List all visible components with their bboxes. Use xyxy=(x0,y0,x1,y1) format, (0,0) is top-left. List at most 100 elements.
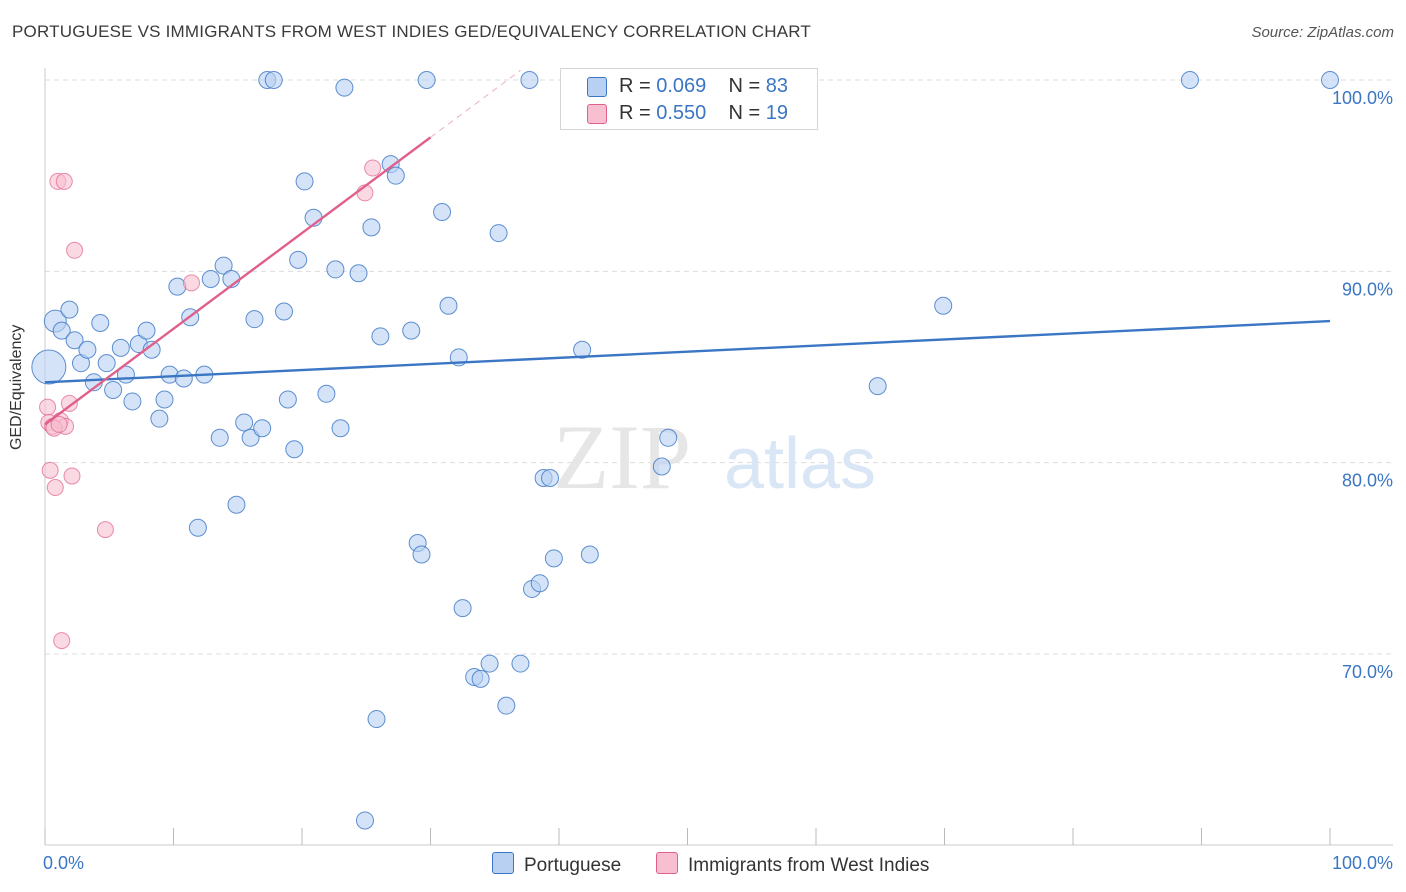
portuguese-trend-line xyxy=(44,319,1331,384)
west-indies-point xyxy=(182,274,200,292)
portuguese-point xyxy=(934,296,953,315)
chart-title: PORTUGUESE VS IMMIGRANTS FROM WEST INDIE… xyxy=(12,22,812,41)
legend: R = 0.069 N = 83 R = 0.550 N = 19 xyxy=(560,68,818,130)
portuguese-point xyxy=(541,468,560,487)
portuguese-point xyxy=(150,409,169,428)
west-indies-trend-extension xyxy=(430,70,521,138)
portuguese-point xyxy=(241,428,260,447)
portuguese-point xyxy=(652,457,671,476)
portuguese-point xyxy=(335,78,354,97)
portuguese-point xyxy=(1180,71,1199,89)
y-tick-label: 80.0% xyxy=(1342,471,1393,491)
portuguese-point xyxy=(142,340,161,359)
y-tick-label: 90.0% xyxy=(1342,279,1393,299)
west-indies-point xyxy=(41,461,59,479)
bottom-legend-swatch-blue xyxy=(492,852,514,874)
west-indies-point xyxy=(60,394,78,412)
portuguese-point xyxy=(497,696,516,715)
west-indies-point xyxy=(66,241,84,259)
portuguese-point xyxy=(137,321,156,340)
portuguese-point xyxy=(511,654,530,673)
portuguese-point xyxy=(355,811,374,830)
west-indies-point xyxy=(364,159,382,177)
bottom-legend-west-indies: Immigrants from West Indies xyxy=(656,852,929,877)
legend-n-label: N = xyxy=(728,102,766,124)
portuguese-point xyxy=(210,428,229,447)
portuguese-point xyxy=(214,256,233,275)
legend-r-value: 0.069 xyxy=(656,75,707,97)
portuguese-point xyxy=(489,224,508,243)
legend-text-portuguese: R = 0.069 N = 83 xyxy=(619,75,788,98)
portuguese-point xyxy=(91,313,110,332)
watermark-atlas: atlas xyxy=(724,424,876,504)
bottom-legend-label: Immigrants from West Indies xyxy=(688,855,930,876)
west-indies-point xyxy=(50,415,68,433)
source-label: Source: ZipAtlas.com xyxy=(1251,24,1394,41)
portuguese-point xyxy=(31,349,67,385)
portuguese-point xyxy=(480,654,499,673)
portuguese-point xyxy=(65,331,84,350)
y-tick-label: 100.0% xyxy=(1332,88,1393,108)
portuguese-point xyxy=(295,172,314,191)
west-indies-point xyxy=(63,467,81,485)
portuguese-point xyxy=(104,380,123,399)
portuguese-point xyxy=(371,327,390,346)
legend-r-value: 0.550 xyxy=(656,102,707,124)
portuguese-point xyxy=(317,384,336,403)
portuguese-point xyxy=(362,218,381,237)
portuguese-point xyxy=(278,390,297,409)
tick-labels: 70.0% 80.0% 90.0% 100.0% 0.0% 100.0% xyxy=(43,88,1393,873)
portuguese-point xyxy=(417,71,436,89)
portuguese-point xyxy=(573,340,592,359)
portuguese-point xyxy=(659,428,678,447)
legend-swatch-blue xyxy=(587,77,607,97)
portuguese-point xyxy=(1321,71,1339,89)
portuguese-point xyxy=(433,203,452,222)
grid-lines xyxy=(45,79,1393,655)
portuguese-point xyxy=(275,302,294,321)
portuguese-point xyxy=(580,545,599,564)
portuguese-point xyxy=(471,669,490,688)
portuguese-point xyxy=(868,377,887,396)
portuguese-point xyxy=(111,338,130,357)
trend-lines xyxy=(44,70,1331,426)
west-indies-points xyxy=(39,159,382,650)
portuguese-point xyxy=(331,419,350,438)
portuguese-point xyxy=(544,549,563,568)
bottom-legend-portuguese: Portuguese xyxy=(492,852,621,877)
portuguese-point xyxy=(253,419,272,438)
axes xyxy=(44,68,1393,846)
portuguese-point xyxy=(123,392,142,411)
portuguese-point xyxy=(264,71,283,89)
west-indies-trend-line xyxy=(44,136,432,426)
portuguese-point xyxy=(530,574,549,593)
legend-n-label: N = xyxy=(728,75,766,97)
portuguese-point xyxy=(349,264,368,283)
portuguese-point xyxy=(52,321,71,340)
west-indies-point xyxy=(39,398,57,416)
x-tick-label: 0.0% xyxy=(43,853,84,873)
portuguese-point xyxy=(78,340,97,359)
portuguese-point xyxy=(326,260,345,279)
legend-text-west-indies: R = 0.550 N = 19 xyxy=(619,102,788,125)
portuguese-point xyxy=(367,710,386,729)
west-indies-point xyxy=(96,521,114,539)
watermark: ZIP atlas xyxy=(553,406,876,508)
portuguese-point xyxy=(235,413,254,432)
portuguese-point xyxy=(520,71,539,89)
portuguese-point xyxy=(386,166,405,185)
legend-n-value: 19 xyxy=(765,102,789,124)
portuguese-point xyxy=(412,545,431,564)
portuguese-point xyxy=(285,440,304,459)
portuguese-point xyxy=(201,269,220,288)
west-indies-point xyxy=(46,479,64,497)
portuguese-point xyxy=(188,518,207,537)
portuguese-point xyxy=(60,300,79,319)
portuguese-point xyxy=(227,495,246,514)
bottom-legend-swatch-pink xyxy=(656,852,678,874)
bottom-legend-label: Portuguese xyxy=(524,855,622,876)
portuguese-point xyxy=(439,296,458,315)
legend-r-label: R = xyxy=(619,102,657,124)
portuguese-point xyxy=(155,390,174,409)
